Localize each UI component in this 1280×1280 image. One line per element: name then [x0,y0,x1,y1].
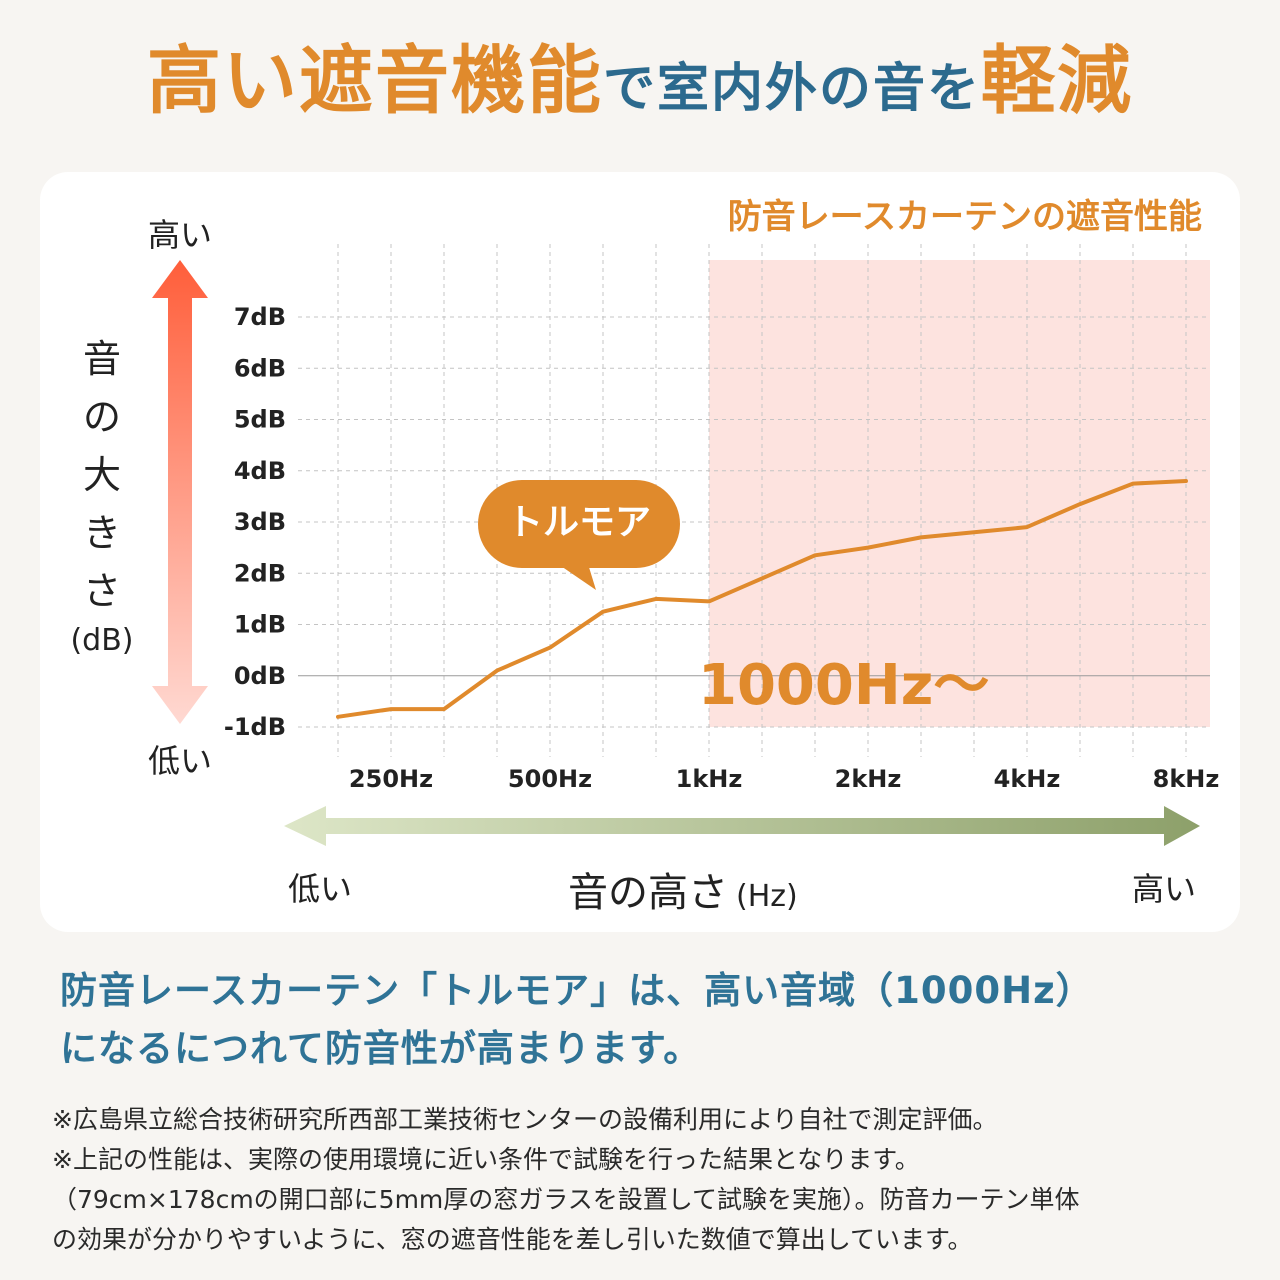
series-callout-bubble [478,480,680,568]
x-tick-label: 8kHz [1153,765,1220,793]
x-axis-title: 音の高さ [568,870,728,916]
y-tick-label: 7dB [234,303,286,331]
y-low-label: 低い [148,742,212,780]
footnote-1: ※広島県立総合技術研究所西部工業技術センターの設備利用により自社で測定評価。 [52,1105,998,1134]
summary-line-2: になるにつれて防音性が高まります。 [60,1027,702,1070]
footnotes: ※広島県立総合技術研究所西部工業技術センターの設備利用により自社で測定評価。 ※… [52,1100,1262,1260]
x-axis-unit: (Hz) [736,879,798,914]
headline-part1: 高い遮音機能 [146,38,603,124]
horizontal-arrow [284,806,1200,846]
x-tick-label: 2kHz [835,765,902,793]
y-tick-label: 3dB [234,508,286,536]
y-tick-label: 5dB [234,406,286,434]
series-callout-label: トルモア [507,502,651,543]
y-axis-unit: (dB) [70,623,133,658]
y-high-label: 高い [148,216,212,254]
x-tick-label: 1kHz [676,765,743,793]
series-callout-pointer [558,564,596,590]
x-low-label: 低い [288,870,352,908]
headline: 高い遮音機能で室内外の音を軽減 [0,44,1280,118]
summary: 防音レースカーテン「トルモア」は、高い音域（1000Hz） になるにつれて防音性… [60,962,1240,1078]
y-tick-label: 1dB [234,611,286,639]
headline-part3: 軽減 [981,38,1133,124]
y-tick-label: 2dB [234,559,286,587]
y-tick-label: 4dB [234,457,286,485]
summary-line-1: 防音レースカーテン「トルモア」は、高い音域（1000Hz） [60,969,1094,1012]
headline-part2: で室内外の音を [602,58,981,119]
highlight-label: 1000Hz〜 [698,653,989,718]
x-high-label: 高い [1132,870,1196,908]
footnote-3: （79cm×178cmの開口部に5mm厚の窓ガラスを設置して試験を実施）。防音カ… [52,1185,1080,1214]
vertical-arrow [152,260,208,724]
y-tick-label: -1dB [224,713,286,741]
highlight-region [709,260,1210,727]
chart-card: 7dB 6dB 5dB 4dB 3dB 2dB 1dB 0dB -1dB 250Hz 500Hz 1k… [40,172,1240,932]
x-tick-label: 250Hz [349,765,433,793]
series-line-tolmore [336,479,1188,719]
y-tick-label: 0dB [234,662,286,690]
x-tick-label: 4kHz [994,765,1061,793]
x-tick-label: 500Hz [508,765,592,793]
y-tick-label: 6dB [234,354,286,382]
chart-title: 防音レースカーテンの遮音性能 [728,197,1202,237]
footnote-4: の効果が分かりやすいように、窓の遮音性能を差し引いた数値で算出しています。 [52,1225,973,1254]
footnote-2: ※上記の性能は、実際の使用環境に近い条件で試験を行った結果となります。 [52,1145,920,1174]
y-axis-title: 音の大きさ [83,337,121,613]
sound-insulation-chart: 7dB 6dB 5dB 4dB 3dB 2dB 1dB 0dB -1dB 250Hz 500Hz 1k… [70,197,1220,916]
